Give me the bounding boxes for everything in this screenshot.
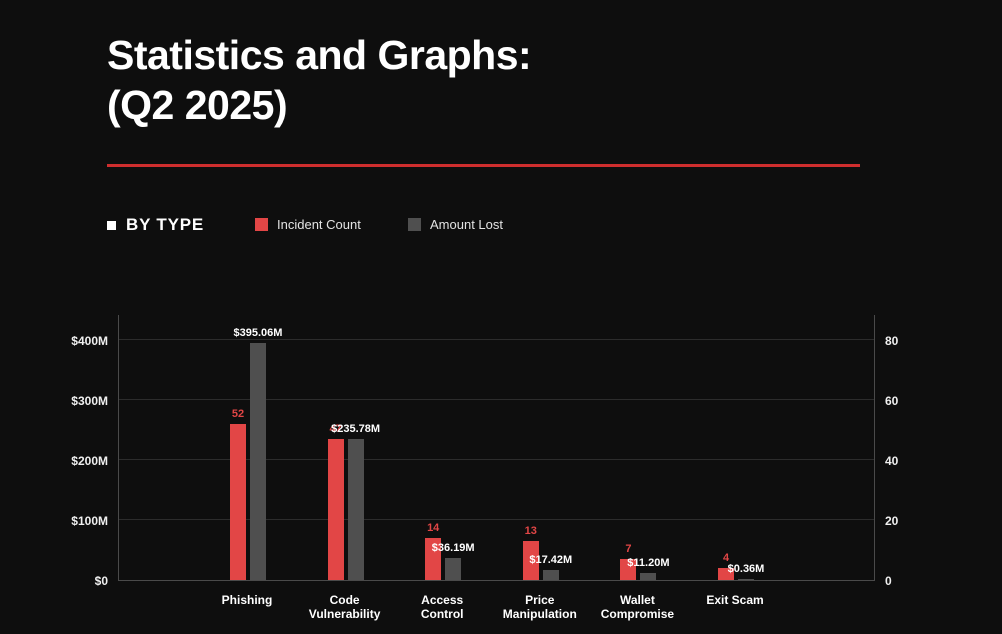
left-axis-tick-label: $400M [71, 334, 108, 348]
incident-count-value-label: 7 [625, 543, 632, 555]
bar-amount-lost [250, 342, 266, 580]
category-label-line: Compromise [600, 607, 675, 621]
page-title: Statistics and Graphs: (Q2 2025) [107, 30, 532, 130]
amount-lost-value-label: $17.42M [529, 553, 573, 566]
category-label-line: Manipulation [502, 607, 577, 621]
amount-lost-value-label: $235.78M [331, 422, 381, 435]
category-label-line: Wallet [619, 593, 655, 607]
incident-count-value-label: 52 [231, 408, 245, 420]
gridline [119, 459, 874, 460]
right-axis-tick-label: 40 [885, 454, 899, 468]
left-axis-tick-label: $200M [71, 454, 108, 468]
right-axis-tick-label: 0 [885, 574, 892, 588]
bar-amount-lost [445, 558, 462, 580]
accent-divider [107, 164, 860, 167]
category-label: Wallet Compromise [582, 593, 692, 621]
gridline [119, 399, 874, 400]
plot-area: 52 $395.06M 47 $235.78M 14 $36.19M 13 $17.42M 7 $… [118, 315, 875, 581]
bar-incident-count [327, 439, 344, 580]
category-label: Access Control [387, 593, 497, 621]
bar-amount-lost [542, 569, 559, 580]
legend-label-amount-lost: Amount Lost [430, 217, 503, 232]
bar-incident-count [620, 559, 637, 580]
category-label-line: Exit Scam [706, 593, 764, 607]
title-line-1: Statistics and Graphs: [107, 32, 532, 78]
gridline [119, 339, 874, 340]
bar-amount-lost [347, 438, 364, 580]
amount-lost-value-label: $36.19M [431, 542, 475, 555]
category-label: Phishing [192, 593, 302, 607]
left-axis-tick-label: $0 [94, 574, 108, 588]
amount-lost-value-label: $11.20M [627, 557, 670, 570]
category-label: Exit Scam [680, 593, 790, 607]
incident-count-value-label: 4 [722, 552, 730, 564]
right-axis-tick-label: 20 [885, 514, 899, 528]
legend-swatch-incident-count [255, 218, 268, 231]
category-label-line: Access [421, 593, 464, 607]
legend-item-incident-count: Incident Count [255, 217, 361, 232]
legend-swatch-amount-lost [408, 218, 421, 231]
left-axis-tick-label: $100M [71, 514, 108, 528]
bar-chart: 52 $395.06M 47 $235.78M 14 $36.19M 13 $17.42M 7 $… [0, 315, 1002, 634]
amount-lost-value-label: $0.36M [727, 562, 765, 575]
section-label-by-type: BY TYPE [107, 215, 204, 235]
amount-lost-value-label: $395.06M [233, 326, 283, 339]
bar-incident-count [522, 541, 539, 580]
category-label-line: Vulnerability [308, 607, 381, 621]
right-axis-tick-label: 80 [885, 334, 899, 348]
bar-incident-count [425, 538, 442, 580]
title-line-2: (Q2 2025) [107, 82, 288, 128]
gridline [119, 519, 874, 520]
category-label-line: Code [329, 593, 360, 607]
bar-incident-count [230, 424, 246, 580]
category-label: Code Vulnerability [290, 593, 400, 621]
left-axis-tick-label: $300M [71, 394, 108, 408]
category-label-line: Control [420, 607, 464, 621]
incident-count-value-label: 13 [524, 525, 537, 537]
category-label-line: Price [525, 593, 555, 607]
incident-count-value-label: 14 [427, 522, 440, 534]
section-label-text: BY TYPE [126, 215, 205, 234]
bar-incident-count [718, 568, 734, 580]
category-label: Price Manipulation [485, 593, 595, 621]
bar-amount-lost [640, 573, 657, 580]
category-label-line: Phishing [221, 593, 273, 607]
right-axis-tick-label: 60 [885, 394, 899, 408]
legend-item-amount-lost: Amount Lost [408, 217, 503, 232]
incident-count-value-label: 47 [329, 423, 342, 435]
bar-amount-lost [738, 578, 754, 580]
square-bullet-icon [107, 220, 116, 230]
legend-label-incident-count: Incident Count [277, 217, 361, 232]
